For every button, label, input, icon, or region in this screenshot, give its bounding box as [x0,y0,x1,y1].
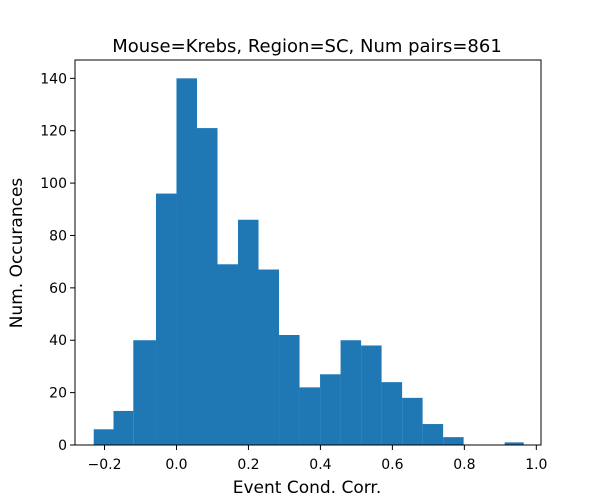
y-axis-label: Num. Occurances [7,178,27,329]
chart-title: Mouse=Krebs, Region=SC, Num pairs=861 [112,36,502,57]
histogram-bar-3 [155,193,177,445]
histogram-bar-4 [176,78,197,445]
histogram-bar-6 [217,264,239,445]
histogram-bar-13 [361,345,382,445]
y-tick-label: 100 [40,176,67,192]
x-tick-label: 0.0 [165,457,187,473]
histogram-bar-9 [279,335,300,445]
plot-frame [74,59,542,446]
histogram-bar-10 [299,387,321,445]
y-tick-label: 60 [49,281,67,297]
histogram-bar-1 [113,410,134,445]
histogram-bar-20 [504,442,524,445]
x-axis-ticks: −0.2 0.0 0.2 0.4 0.6 0.8 1.0 [88,445,547,473]
x-tick-label: 0.2 [237,457,259,473]
x-tick-label: −0.2 [88,457,122,473]
x-tick-label: 1.0 [525,457,547,473]
y-tick-label: 120 [40,124,67,140]
histogram-bar-17 [443,437,464,445]
histogram-bar-0 [93,429,114,445]
y-tick-label: 40 [49,333,67,349]
x-axis-label: Event Cond. Corr. [233,478,382,498]
x-tick-label: 0.4 [309,457,331,473]
y-tick-label: 140 [40,71,67,87]
histogram-bars [93,78,524,445]
histogram-bar-7 [238,219,259,445]
y-tick-label: 20 [49,386,67,402]
y-tick-label: 80 [49,228,67,244]
histogram-bar-14 [381,382,403,445]
histogram-bar-16 [422,424,444,445]
x-tick-label: 0.6 [381,457,403,473]
histogram-bar-5 [196,128,218,445]
histogram-bar-12 [340,340,362,445]
y-axis-ticks: 0 20 40 60 80 100 120 140 [40,71,75,454]
x-tick-label: 0.8 [453,457,475,473]
y-tick-label: 0 [58,438,67,454]
histogram-bar-15 [402,397,423,445]
histogram-bar-11 [320,374,341,445]
histogram-bar-2 [133,340,156,445]
histogram-bar-8 [258,269,280,445]
